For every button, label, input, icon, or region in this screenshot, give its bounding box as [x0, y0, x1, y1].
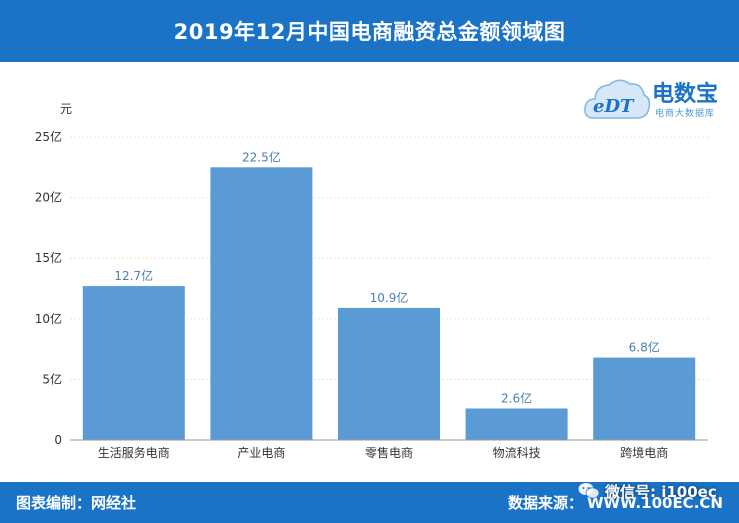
x-tick-label: 产业电商	[237, 445, 285, 460]
data-label: 12.7亿	[114, 268, 153, 283]
cloud-logo-icon: eDT	[584, 79, 651, 119]
bar	[210, 167, 313, 441]
wechat-label: 微信号: i100ec	[605, 482, 717, 501]
bars	[82, 167, 696, 441]
y-tick-label: 25亿	[35, 129, 62, 144]
y-tick-label: 20亿	[35, 190, 62, 205]
data-labels: 12.7亿 22.5亿 10.9亿 2.6亿 6.8亿	[114, 149, 659, 405]
data-label: 2.6亿	[501, 390, 532, 405]
y-tick-label: 15亿	[35, 250, 62, 265]
y-tick-label: 0	[54, 433, 62, 447]
y-axis-unit-label: 元	[60, 102, 73, 116]
y-tick-label: 5亿	[42, 371, 62, 386]
wechat-watermark: 微信号: i100ec	[578, 478, 717, 504]
chart-title: 2019年12月中国电商融资总金额领域图	[173, 20, 566, 44]
brand-logo: eDT 电数宝 电商大数据库	[582, 70, 732, 130]
x-tick-label: 跨境电商	[620, 445, 668, 460]
wechat-icon	[578, 483, 600, 499]
y-tick-label: 10亿	[35, 311, 62, 326]
bar	[593, 357, 696, 440]
data-label: 22.5亿	[242, 149, 281, 164]
x-axis-ticks: 生活服务电商 产业电商 零售电商 物流科技 跨境电商	[98, 445, 668, 460]
footer-source: 数据来源： WWW.100EC.CN	[508, 492, 723, 513]
data-label: 6.8亿	[629, 340, 660, 355]
logo-mark-text: eDT	[593, 96, 635, 117]
x-tick-label: 物流科技	[493, 446, 541, 460]
chart-header: 2019年12月中国电商融资总金额领域图	[0, 0, 739, 62]
source-value: WWW.100EC.CN	[587, 494, 723, 512]
x-tick-label: 零售电商	[365, 445, 413, 460]
x-tick-label: 生活服务电商	[98, 445, 170, 460]
data-label: 10.9亿	[370, 290, 409, 305]
footer-credit: 图表编制：网经社	[16, 494, 137, 512]
bar	[465, 408, 568, 440]
y-axis-ticks: 0 5亿 10亿 15亿 20亿 25亿	[35, 129, 62, 447]
logo-tagline: 电商大数据库	[655, 109, 716, 119]
source-label: 数据来源：	[508, 494, 584, 512]
footer-bar: 图表编制：网经社 数据来源： WWW.100EC.CN	[0, 482, 739, 523]
bar	[82, 286, 185, 440]
bar	[338, 307, 440, 440]
logo-brand-text: 电数宝	[652, 82, 719, 107]
